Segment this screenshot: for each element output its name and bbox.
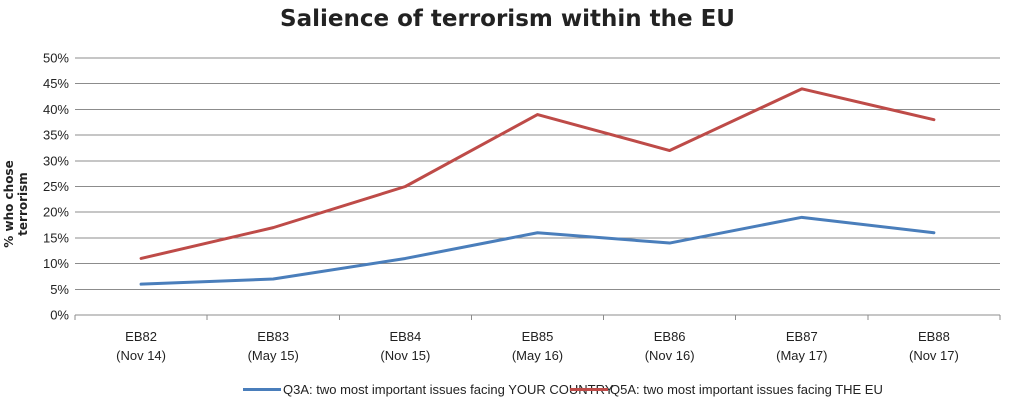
x-tick-label: EB85 bbox=[522, 329, 554, 344]
legend-item-series-1: Q3A: two most important issues facing YO… bbox=[243, 382, 613, 397]
x-tick-sublabel: (Nov 14) bbox=[116, 348, 166, 363]
x-tick-sublabel: (May 16) bbox=[512, 348, 563, 363]
x-tick-label: EB84 bbox=[389, 329, 421, 344]
x-tick-sublabel: (May 15) bbox=[248, 348, 299, 363]
x-tick-label: EB87 bbox=[786, 329, 818, 344]
x-tick-label: EB88 bbox=[918, 329, 950, 344]
legend-label-series-2: Q5A: two most important issues facing TH… bbox=[610, 382, 883, 397]
y-tick-label: 25% bbox=[43, 179, 69, 194]
legend-label-series-1: Q3A: two most important issues facing YO… bbox=[283, 382, 614, 397]
legend-swatch-series-1 bbox=[243, 388, 281, 391]
y-tick-label: 40% bbox=[43, 102, 69, 117]
chart-title: Salience of terrorism within the EU bbox=[280, 6, 735, 32]
x-tick-sublabel: (Nov 15) bbox=[380, 348, 430, 363]
legend-swatch-series-2 bbox=[570, 388, 608, 391]
legend-item-series-2: Q5A: two most important issues facing TH… bbox=[570, 382, 883, 397]
y-tick-label: 30% bbox=[43, 153, 69, 168]
x-tick-label: EB83 bbox=[257, 329, 289, 344]
x-tick-sublabel: (Nov 16) bbox=[645, 348, 695, 363]
y-tick-label: 20% bbox=[43, 205, 69, 220]
x-tick-sublabel: (May 17) bbox=[776, 348, 827, 363]
x-tick-label: EB86 bbox=[654, 329, 686, 344]
y-tick-label: 15% bbox=[43, 230, 69, 245]
y-tick-label: 5% bbox=[50, 282, 69, 297]
y-tick-label: 50% bbox=[43, 51, 69, 66]
x-tick-sublabel: (Nov 17) bbox=[909, 348, 959, 363]
series-line-1 bbox=[139, 215, 936, 286]
x-tick-label: EB82 bbox=[125, 329, 157, 344]
legend: Q3A: two most important issues facing YO… bbox=[0, 382, 1015, 398]
y-tick-label: 35% bbox=[43, 128, 69, 143]
y-tick-label: 0% bbox=[50, 308, 69, 323]
y-tick-label: 10% bbox=[43, 256, 69, 271]
y-tick-label: 45% bbox=[43, 76, 69, 91]
